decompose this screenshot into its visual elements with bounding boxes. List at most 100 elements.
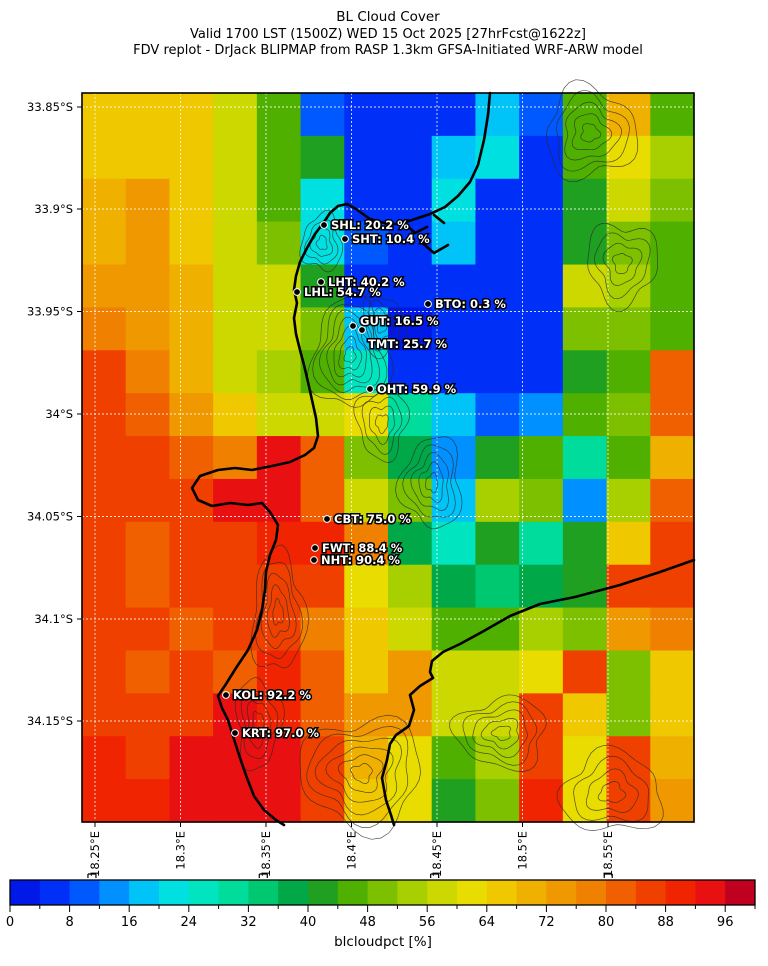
contour-line <box>314 737 403 816</box>
station-dot-GUT <box>349 322 357 330</box>
colorbar-tick-label: 64 <box>479 915 496 930</box>
heatmap-cell <box>169 478 214 523</box>
heatmap-cell <box>82 521 127 566</box>
heatmap-cell <box>256 693 302 737</box>
contour-line <box>299 209 344 273</box>
y-tick-label: 34.1°S <box>34 612 73 626</box>
heatmap-cell <box>519 350 564 394</box>
lat-lon-gridlines <box>82 93 694 822</box>
heatmap-cell <box>256 521 302 566</box>
cloud-cover-heatmap <box>82 93 695 823</box>
heatmap-cell <box>169 307 214 351</box>
colorbar-segment <box>457 880 488 905</box>
station-dot-BTO <box>424 300 432 308</box>
harbour-pier-2 <box>418 239 450 255</box>
contour-line <box>395 436 463 530</box>
contour-line <box>350 763 373 784</box>
heatmap-cell <box>431 693 477 737</box>
y-tick-label: 34.05°S <box>27 510 73 524</box>
heatmap-cell <box>169 650 214 694</box>
station-label-NHT: NHT: 90.4 % <box>321 553 400 567</box>
colorbar-tick-label: 16 <box>121 915 138 930</box>
contour-line <box>556 744 664 831</box>
heatmap-cell <box>388 307 433 351</box>
heatmap-cell <box>82 607 127 652</box>
y-tick-label: 33.95°S <box>27 305 73 319</box>
heatmap-cell <box>562 693 608 737</box>
heatmap-cell <box>431 650 477 694</box>
colorbar-tick-label: 40 <box>300 915 317 930</box>
contour-line <box>338 335 363 371</box>
heatmap-cell <box>475 307 520 351</box>
heatmap-cell <box>431 736 477 780</box>
contour-line <box>587 222 658 313</box>
station-dot-FWT <box>311 544 319 552</box>
station-label-OHT: OHT: 59.9 % <box>377 382 457 396</box>
contour-line <box>480 717 520 750</box>
heatmap-cell <box>475 693 520 737</box>
heatmap-cell <box>606 307 651 351</box>
colorbar-segment <box>129 880 160 905</box>
contour-line <box>580 123 602 143</box>
contour-line <box>312 304 388 400</box>
colorbar-segment <box>99 880 130 905</box>
heatmap-cell <box>519 478 564 523</box>
harbour-pier-1 <box>400 219 429 235</box>
heatmap-cell <box>650 607 695 652</box>
heatmap-cell <box>431 478 477 523</box>
heatmap-cell <box>562 521 608 566</box>
contour-line <box>252 711 265 737</box>
heatmap-cell <box>169 564 214 609</box>
heatmap-cell <box>213 307 258 351</box>
heatmap-cell <box>169 221 214 266</box>
colorbar-bracket-mark <box>430 873 440 878</box>
contour-line <box>449 694 547 772</box>
heatmap-cell <box>519 521 564 566</box>
heatmap-cell <box>388 564 433 609</box>
colorbar-tick-label: 48 <box>359 915 376 930</box>
heatmap-cell <box>82 264 127 309</box>
heatmap-cell <box>606 607 651 652</box>
heatmap-cell <box>475 564 520 609</box>
heatmap-cell <box>344 693 389 737</box>
contour-line <box>266 584 290 638</box>
contour-line <box>597 781 627 804</box>
heatmap-cell <box>431 393 477 437</box>
colorbar-segment <box>10 880 41 905</box>
station-label-CBT: CBT: 75.0 % <box>334 512 411 526</box>
contour-line <box>272 597 284 626</box>
contour-line <box>462 701 538 766</box>
map-border <box>81 92 695 823</box>
colorbar-segment <box>486 880 518 905</box>
heatmap-cell <box>82 93 127 137</box>
heatmap-cell <box>344 779 389 823</box>
heatmap-cell <box>300 178 345 223</box>
heatmap-cell <box>169 135 214 180</box>
x-tick-label: 18.55°E <box>601 831 615 877</box>
heatmap-cell <box>562 178 608 223</box>
heatmap-cell <box>344 607 389 652</box>
heatmap-cell <box>169 436 214 480</box>
contour-line <box>255 562 304 659</box>
heatmap-cell <box>650 693 695 737</box>
contour-line <box>612 253 633 274</box>
heatmap-cell <box>606 350 651 394</box>
contour-line <box>376 316 389 334</box>
station-dot-LHL <box>293 288 301 296</box>
heatmap-cell <box>82 221 127 266</box>
heatmap-cell <box>125 436 171 480</box>
colorbar-tick-label: 96 <box>717 915 734 930</box>
west-coast <box>190 91 492 827</box>
colorbar-segment <box>278 880 309 905</box>
contour-line <box>556 89 630 172</box>
heatmap-cell <box>300 779 345 823</box>
contour-line <box>369 405 395 445</box>
heatmap-cell <box>125 650 171 694</box>
heatmap-cell <box>562 736 608 780</box>
heatmap-cell <box>213 221 258 266</box>
heatmap-cell <box>519 436 564 480</box>
false-bay-coast <box>380 558 696 827</box>
heatmap-cell <box>125 178 171 223</box>
heatmap-cell <box>256 736 302 780</box>
heatmap-cell <box>213 564 258 609</box>
